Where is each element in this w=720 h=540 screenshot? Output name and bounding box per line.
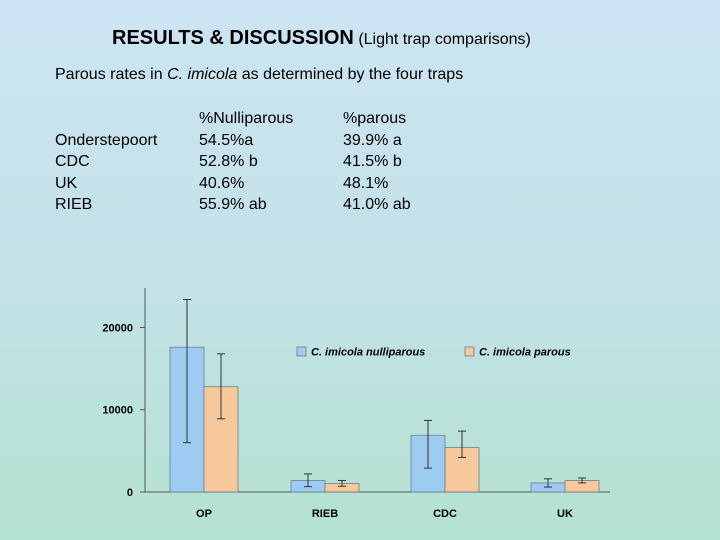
nulliparous-value: 52.8% b: [199, 153, 258, 170]
slide-title: RESULTS & DISCUSSION (Light trap compari…: [112, 27, 531, 50]
nulliparous-value: 54.5%a: [199, 131, 254, 149]
subtitle-post: as determined by the four traps: [237, 66, 464, 83]
x-category-label: RIEB: [312, 508, 338, 520]
trap-name: UK: [55, 174, 78, 192]
trap-name: RIEB: [55, 196, 93, 213]
parous-header: %parous: [343, 110, 407, 127]
legend-swatch: [464, 346, 475, 357]
subtitle-species: C. imicola: [167, 66, 238, 83]
y-tick-label: 10000: [102, 405, 133, 417]
y-tick-label: 0: [127, 487, 133, 499]
slide-title-main: RESULTS & DISCUSSION: [112, 27, 354, 49]
nulliparous-header: %Nulliparous: [199, 110, 294, 127]
subtitle-pre: Parous rates in: [55, 66, 168, 83]
parous-value: 39.9% a: [343, 131, 402, 149]
parous-value: 41.0% ab: [343, 196, 411, 213]
parous-value: 41.5% b: [343, 153, 402, 170]
x-category-label: OP: [196, 508, 212, 520]
legend-swatch: [296, 346, 307, 357]
x-category-label: CDC: [433, 508, 457, 520]
parous-value: 48.1%: [343, 174, 389, 192]
nulliparous-value: 55.9% ab: [199, 196, 267, 213]
nulliparous-value: 40.6%: [199, 174, 245, 192]
parous-column: %parous 39.9% a 41.5% b 48.1% 41.0% ab: [343, 108, 411, 216]
x-category-label: UK: [557, 508, 573, 520]
nulliparous-column: %Nulliparous 54.5%a 52.8% b 40.6% 55.9% …: [199, 108, 293, 216]
slide-subtitle: Parous rates in C. imicola as determined…: [55, 66, 463, 84]
slide-title-sub: (Light trap comparisons): [358, 31, 531, 48]
legend-label: C. imicola parous: [479, 347, 571, 359]
y-tick-label: 20000: [102, 322, 133, 334]
legend-label: C. imicola nulliparous: [311, 347, 425, 359]
trap-names-column: Onderstepoort CDC UK RIEB: [55, 108, 157, 216]
trap-name: Onderstepoort: [55, 131, 158, 149]
trap-name: CDC: [55, 153, 90, 170]
